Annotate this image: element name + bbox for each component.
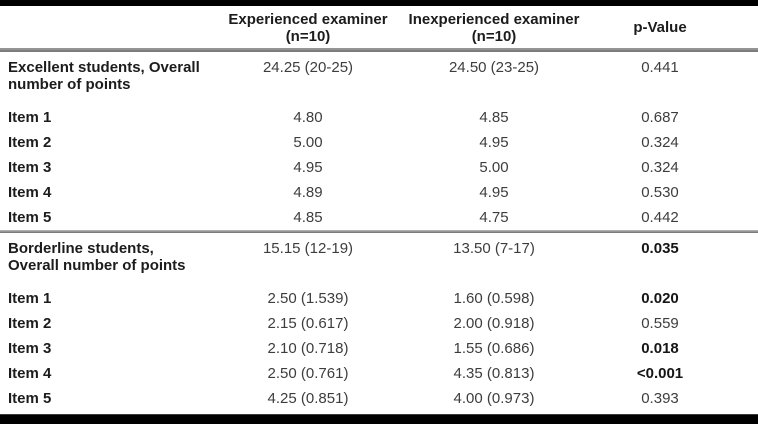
header-inexperienced-examiner: Inexperienced examiner (n=10) [398, 11, 590, 45]
experienced-value: 4.89 [293, 184, 323, 201]
row-label: Item 2 [0, 315, 218, 332]
experienced-value: 4.95 [293, 159, 323, 176]
row-label-line1: Item 5 [8, 390, 52, 407]
inexperienced-value: 1.55 (0.686) [453, 340, 535, 357]
experienced-value: 24.25 (20-25) [262, 59, 354, 76]
p-value: 0.324 [641, 159, 679, 176]
inexperienced-value: 4.95 [479, 184, 509, 201]
p-value: 0.442 [641, 209, 679, 226]
row-label-line2: number of points [8, 76, 131, 93]
row-label-line1: Item 4 [8, 365, 52, 382]
row-label: Item 1 [0, 109, 218, 126]
experienced-value: 4.80 [293, 109, 323, 126]
row-label-line1: Item 1 [8, 109, 52, 126]
table-header-row: Experienced examiner (n=10) Inexperience… [0, 6, 758, 48]
inexperienced-value: 1.60 (0.598) [453, 290, 535, 307]
table-row-excellent-item2: Item 2 5.00 4.95 0.324 [0, 130, 758, 155]
row-label-line1: Item 3 [8, 340, 52, 357]
row-label-line1: Item 4 [8, 184, 52, 201]
inexperienced-value: 4.00 (0.973) [453, 390, 535, 407]
row-label-line2: Overall number of points [8, 257, 186, 274]
row-label: Item 4 [0, 184, 218, 201]
row-label-line1: Borderline students, [8, 240, 154, 257]
table-row-borderline-item1: Item 1 2.50 (1.539) 1.60 (0.598) 0.020 [0, 286, 758, 311]
row-label-line1: Item 5 [8, 209, 52, 226]
header-inexperienced-line1: Inexperienced examiner [408, 11, 580, 28]
row-label: Item 3 [0, 159, 218, 176]
p-value-significant: 0.035 [641, 240, 679, 257]
table-row-excellent-item3: Item 3 4.95 5.00 0.324 [0, 155, 758, 180]
inexperienced-value: 4.95 [479, 134, 509, 151]
inexperienced-value: 4.75 [479, 209, 509, 226]
experienced-value: 2.50 (1.539) [267, 290, 349, 307]
table-row-excellent-item5: Item 5 4.85 4.75 0.442 [0, 205, 758, 230]
row-label: Borderline students, Overall number of p… [0, 240, 218, 274]
table-row-excellent-overall: Excellent students, Overall number of po… [0, 52, 758, 105]
p-value: 0.687 [641, 109, 679, 126]
table-row-excellent-item1: Item 1 4.80 4.85 0.687 [0, 105, 758, 130]
table-row-borderline-item4: Item 4 2.50 (0.761) 4.35 (0.813) <0.001 [0, 361, 758, 386]
row-label-line1: Item 2 [8, 134, 52, 151]
p-value: 0.324 [641, 134, 679, 151]
row-label: Item 5 [0, 390, 218, 407]
row-label: Item 4 [0, 365, 218, 382]
p-value: 0.393 [641, 390, 679, 407]
header-experienced-line1: Experienced examiner [228, 11, 388, 28]
table-top-border [0, 0, 758, 6]
experienced-value: 4.85 [293, 209, 323, 226]
p-value: 0.559 [641, 315, 679, 332]
row-label: Item 5 [0, 209, 218, 226]
experienced-value: 15.15 (12-19) [262, 240, 354, 257]
header-separator-rule [0, 48, 758, 52]
row-label: Item 1 [0, 290, 218, 307]
p-value-significant: 0.020 [641, 290, 679, 307]
row-label: Item 2 [0, 134, 218, 151]
row-label: Item 3 [0, 340, 218, 357]
inexperienced-value: 24.50 (23-25) [448, 59, 540, 76]
experienced-value: 4.25 (0.851) [267, 390, 349, 407]
header-experienced-examiner: Experienced examiner (n=10) [218, 11, 398, 45]
row-label: Excellent students, Overall number of po… [0, 59, 218, 93]
inexperienced-value: 4.35 (0.813) [453, 365, 535, 382]
p-value-significant: 0.018 [641, 340, 679, 357]
table-row-borderline-item5: Item 5 4.25 (0.851) 4.00 (0.973) 0.393 [0, 386, 758, 411]
header-inexperienced-n: (n=10) [471, 28, 517, 45]
p-value-significant: <0.001 [636, 365, 684, 382]
table-row-borderline-item3: Item 3 2.10 (0.718) 1.55 (0.686) 0.018 [0, 336, 758, 361]
inexperienced-value: 2.00 (0.918) [453, 315, 535, 332]
experienced-value: 2.15 (0.617) [267, 315, 349, 332]
row-label-line1: Excellent students, Overall [8, 59, 200, 76]
header-experienced-n: (n=10) [285, 28, 331, 45]
inexperienced-value: 4.85 [479, 109, 509, 126]
experienced-value: 2.50 (0.761) [267, 365, 349, 382]
table-bottom-border [0, 414, 758, 424]
p-value: 0.530 [641, 184, 679, 201]
row-label-line1: Item 1 [8, 290, 52, 307]
experienced-value: 5.00 [293, 134, 323, 151]
p-value: 0.441 [641, 59, 679, 76]
table-row-excellent-item4: Item 4 4.89 4.95 0.530 [0, 180, 758, 205]
row-label-line1: Item 3 [8, 159, 52, 176]
header-p-value: p-Value [633, 19, 687, 36]
table-row-borderline-item2: Item 2 2.15 (0.617) 2.00 (0.918) 0.559 [0, 311, 758, 336]
row-label-line1: Item 2 [8, 315, 52, 332]
inexperienced-value: 5.00 [479, 159, 509, 176]
inexperienced-value: 13.50 (7-17) [453, 240, 535, 257]
section-separator-rule [0, 230, 758, 233]
experienced-value: 2.10 (0.718) [267, 340, 349, 357]
table-row-borderline-overall: Borderline students, Overall number of p… [0, 233, 758, 286]
